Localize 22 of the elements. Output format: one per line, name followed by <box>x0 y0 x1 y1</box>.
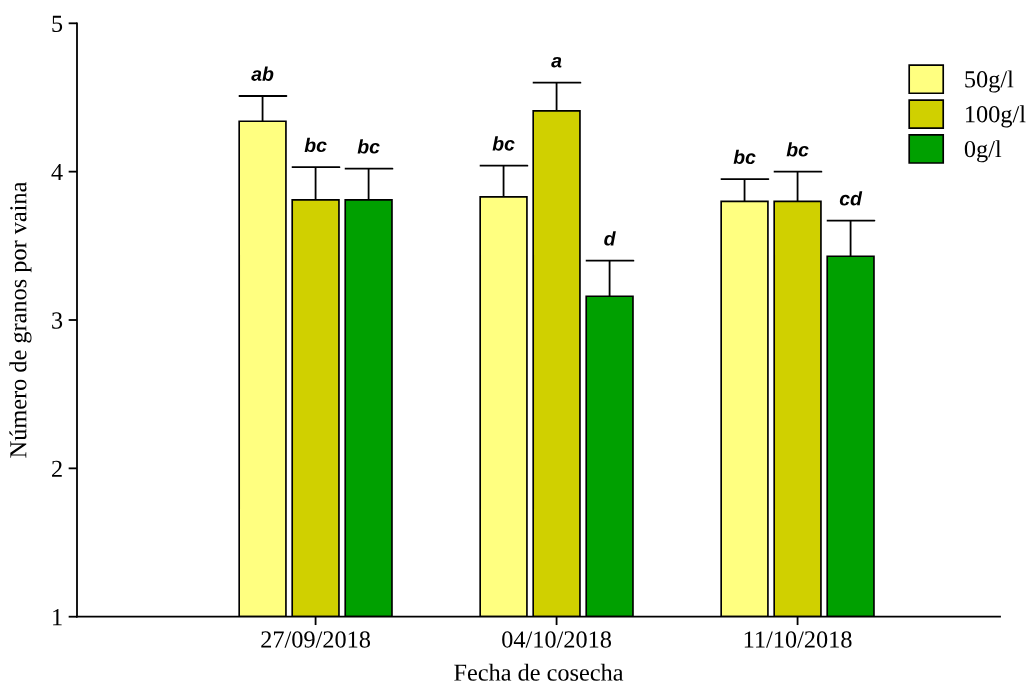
data-label: cd <box>839 191 863 206</box>
data-label: d <box>604 231 616 246</box>
x-tick-label: 27/09/2018 <box>261 631 371 648</box>
y-tick-label: 5 <box>52 15 63 32</box>
legend-label: 100g/l <box>966 105 1026 128</box>
y-tick-label: 1 <box>53 609 62 626</box>
y-tick-label: 4 <box>51 164 63 181</box>
data-label: bc <box>304 137 327 153</box>
legend-label: 0g/l <box>964 140 1002 163</box>
legend-label: 50g/l <box>965 70 1014 93</box>
data-label: ab <box>251 66 274 81</box>
data-label: bc <box>492 136 515 151</box>
y-axis-title: Número de granos por vaina <box>9 181 32 458</box>
data-label: a <box>551 56 562 68</box>
data-label: bc <box>733 149 756 164</box>
data-label: bc <box>786 142 809 157</box>
y-tick-label: 3 <box>52 312 63 329</box>
data-label: bc <box>357 139 380 154</box>
x-axis-title: Fecha de cosecha <box>454 663 624 681</box>
y-tick-label: 2 <box>52 460 62 477</box>
x-tick-label: 11/10/2018 <box>744 631 852 648</box>
x-tick-label: 04/10/2018 <box>502 631 612 648</box>
